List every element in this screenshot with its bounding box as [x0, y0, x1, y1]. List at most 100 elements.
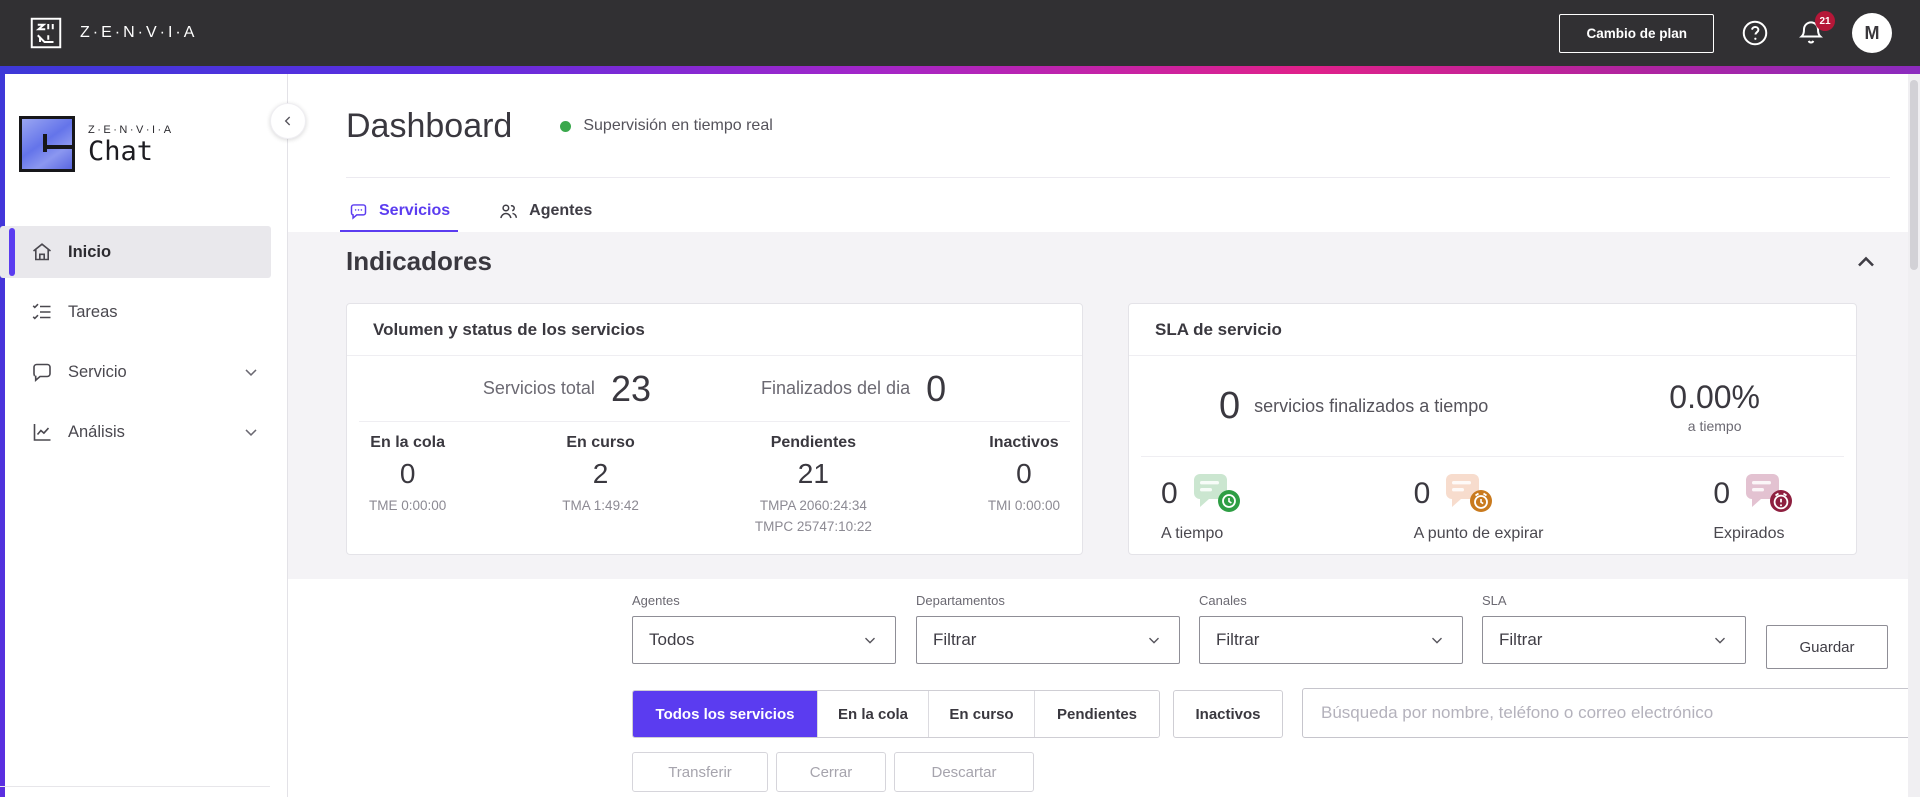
volume-stats: En la cola 0 TME 0:00:00 En curso 2 TMA …	[347, 422, 1082, 538]
finished-today: Finalizados del dia 0	[761, 368, 946, 410]
discard-button[interactable]: Descartar	[894, 752, 1034, 792]
user-avatar[interactable]: M	[1852, 13, 1892, 53]
scrollbar-thumb[interactable]	[1910, 80, 1918, 270]
tab-servicios[interactable]: Servicios	[339, 190, 459, 233]
select-value: Filtrar	[1499, 630, 1543, 649]
sidebar-item-label: Análisis	[68, 422, 125, 441]
segment-en-curso[interactable]: En curso	[928, 691, 1034, 737]
chevron-down-icon	[865, 637, 875, 644]
sla-finished: 0 servicios finalizados a tiempo	[1219, 385, 1488, 428]
sidebar-nav: Inicio Tareas Servicio	[0, 226, 287, 458]
save-filters-button[interactable]: Guardar	[1766, 625, 1888, 669]
sla-stat-label: Expirados	[1713, 525, 1785, 542]
logo-brand-text: Z·E·N·V·I·A	[88, 123, 174, 136]
chat-logo-texts: Z·E·N·V·I·A Chat	[88, 124, 174, 165]
sla-stat-expirados: 0	[1713, 471, 1796, 543]
select-value: Filtrar	[1216, 630, 1260, 649]
change-plan-button[interactable]: Cambio de plan	[1559, 13, 1714, 53]
transfer-button[interactable]: Transferir	[632, 752, 768, 792]
home-icon	[30, 240, 54, 264]
search-input[interactable]	[1302, 688, 1920, 738]
stat-pendientes: Pendientes 21 TMPA 2060:24:34 TMPC 25747…	[755, 434, 872, 538]
stat-label: En curso	[566, 434, 635, 451]
indicators-title: Indicadores	[346, 246, 492, 276]
tab-agentes[interactable]: Agentes	[496, 190, 594, 232]
sla-finished-value: 0	[1219, 384, 1241, 427]
stat-value: 0	[399, 458, 416, 489]
brand-gradient-bar	[0, 66, 1920, 74]
header-divider	[346, 177, 1890, 178]
select-value: Todos	[649, 630, 695, 649]
volume-card-title: Volumen y status de los servicios	[347, 304, 1082, 356]
chevron-down-icon	[1149, 637, 1159, 644]
stat-sub: TMI 0:00:00	[987, 498, 1060, 513]
sla-select[interactable]: Filtrar	[1482, 616, 1746, 664]
filter-label: Canales	[1199, 593, 1247, 608]
topbar-actions: Cambio de plan 21 M	[1559, 11, 1892, 53]
help-icon[interactable]	[1740, 18, 1770, 48]
sla-stat-label: A tiempo	[1161, 525, 1224, 542]
sla-stats: 0	[1129, 457, 1856, 543]
chevron-down-icon	[241, 362, 261, 382]
canales-select[interactable]: Filtrar	[1199, 616, 1463, 664]
sla-card-title: SLA de servicio	[1129, 304, 1856, 356]
select-value: Filtrar	[933, 630, 977, 649]
segment-en-la-cola[interactable]: En la cola	[817, 691, 928, 737]
sla-stat-value: 0	[1413, 477, 1431, 510]
indicators-collapse-chevron-up-icon[interactable]	[1852, 248, 1880, 276]
chat-bubble-icon	[30, 360, 54, 384]
total-label: Finalizados del dia	[760, 378, 911, 398]
sidebar-item-inicio[interactable]: Inicio	[0, 226, 271, 278]
sla-percent-value: 0.00%	[1669, 378, 1760, 415]
stat-label: Inactivos	[989, 434, 1059, 451]
filter-departamentos: Departamentos Filtrar	[916, 593, 1180, 664]
sidebar: Z·E·N·V·I·A Chat Inicio	[0, 74, 288, 797]
volume-status-card: Volumen y status de los servicios Servic…	[346, 303, 1083, 555]
stat-label: Pendientes	[770, 434, 857, 451]
chevron-down-icon	[241, 422, 261, 442]
sidebar-item-tareas[interactable]: Tareas	[0, 286, 287, 338]
segment-todos-los-servicios[interactable]: Todos los servicios	[633, 691, 817, 737]
sidebar-item-analisis[interactable]: Análisis	[0, 406, 287, 458]
notifications-bell-icon[interactable]: 21	[1796, 11, 1835, 48]
departamentos-select[interactable]: Filtrar	[916, 616, 1180, 664]
stat-sub-line: TMPA 2060:24:34	[759, 498, 867, 513]
sla-stat-a-tiempo: 0	[1161, 471, 1244, 543]
realtime-status: Supervisión en tiempo real	[560, 117, 773, 135]
filter-label: Departamentos	[916, 593, 1005, 608]
close-button[interactable]: Cerrar	[776, 752, 886, 792]
sla-summary: 0 servicios finalizados a tiempo 0.00% a…	[1129, 356, 1856, 456]
stat-value: 21	[797, 458, 829, 489]
sla-stat-label: A punto de expirar	[1413, 525, 1544, 542]
chat-logo-icon	[19, 116, 75, 172]
sla-finished-label: servicios finalizados a tiempo	[1254, 395, 1489, 416]
sidebar-item-label: Inicio	[68, 242, 112, 261]
sla-stat-value: 0	[1713, 477, 1730, 510]
topbar: Z·E·N·V·I·A Cambio de plan 21 M	[0, 0, 1920, 66]
sidebar-collapse-button[interactable]	[270, 103, 306, 139]
stat-value: 2	[592, 458, 609, 489]
zenvia-logo-icon	[28, 15, 64, 51]
agentes-select[interactable]: Todos	[632, 616, 896, 664]
tab-label: Agentes	[529, 202, 593, 219]
analytics-chart-icon	[30, 420, 54, 444]
segment-inactivos[interactable]: Inactivos	[1173, 690, 1283, 738]
stat-value: 0	[1016, 458, 1032, 489]
services-chat-icon	[348, 201, 369, 222]
status-dot-icon	[560, 120, 572, 132]
indicators-section: Indicadores Volumen y status de los serv…	[288, 232, 1920, 579]
tab-label: Servicios	[379, 202, 451, 219]
main-content: Dashboard Supervisión en tiempo real Ser…	[288, 74, 1920, 797]
segment-pendientes[interactable]: Pendientes	[1034, 691, 1159, 737]
sla-stat-value: 0	[1161, 477, 1178, 510]
sla-percent-label: a tiempo	[1687, 417, 1742, 434]
filter-agentes: Agentes Todos	[632, 593, 896, 664]
total-value: 0	[926, 367, 947, 409]
chat-alarm-red-icon	[1744, 471, 1796, 517]
volume-totals: Servicios total 23 Finalizados del dia 0	[347, 356, 1082, 421]
page-header: Dashboard Supervisión en tiempo real	[346, 96, 773, 156]
stat-sub: TME 0:00:00	[369, 498, 447, 513]
stat-sub: TMPA 2060:24:34 TMPC 25747:10:22	[755, 496, 872, 538]
sidebar-item-servicio[interactable]: Servicio	[0, 346, 287, 398]
